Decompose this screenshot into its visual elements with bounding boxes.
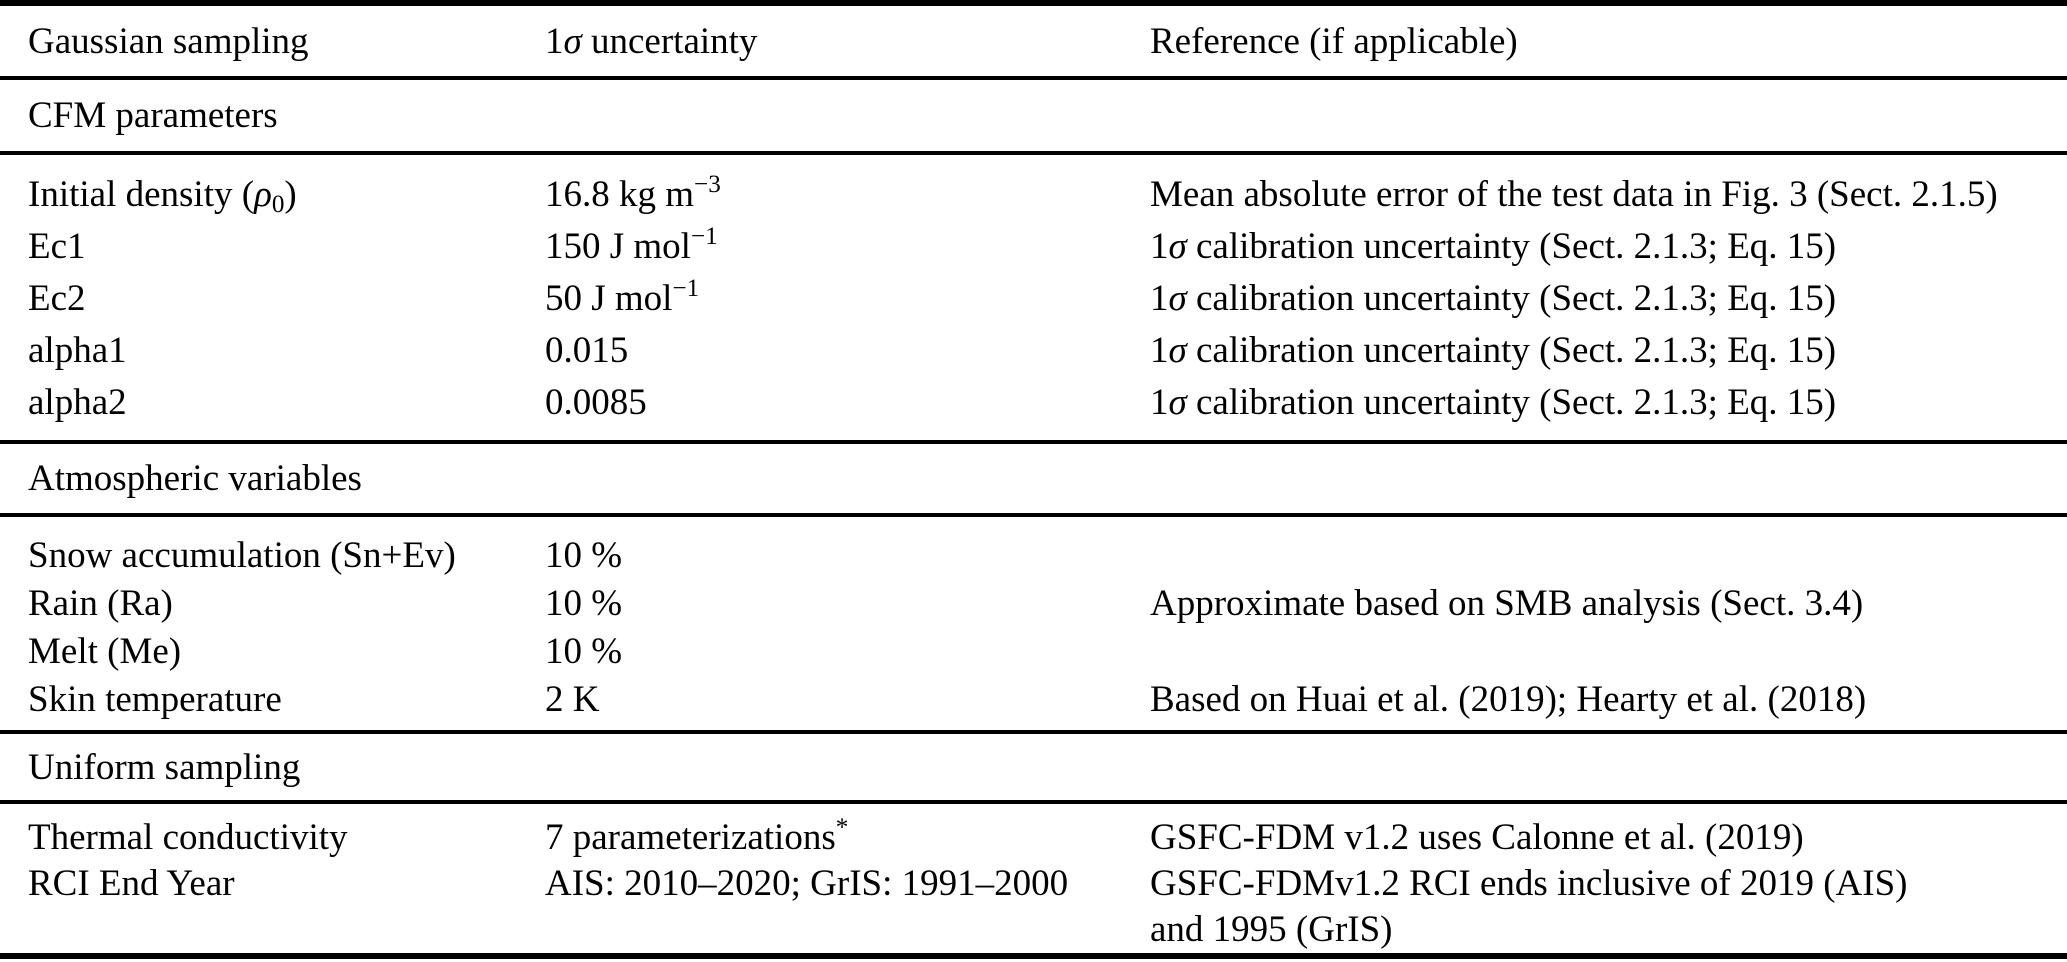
value-cell: 10 %	[545, 631, 623, 672]
header-uncertainty: 1σ uncertainty	[545, 20, 758, 62]
section-title-uniform-sampling: Uniform sampling	[0, 734, 2067, 800]
param-cell: Ec1	[28, 226, 86, 267]
reference-cell: GSFC-FDMv1.2 RCI ends inclusive of 2019 …	[1150, 863, 1908, 950]
row-skin-temperature: Skin temperature 2 K Based on Huai et al…	[0, 676, 2067, 724]
reference-cell: GSFC-FDM v1.2 uses Calonne et al. (2019)	[1150, 817, 1804, 858]
section-title-cfm-parameters: CFM parameters	[0, 80, 2067, 151]
reference-cell: 1σ calibration uncertainty (Sect. 2.1.3;…	[1150, 226, 1837, 267]
reference-cell	[1150, 532, 2057, 580]
row-rci-end-year: RCI End Year AIS: 2010–2020; GrIS: 1991–…	[0, 861, 2067, 953]
horizontal-rule	[0, 151, 2067, 155]
value-cell: AIS: 2010–2020; GrIS: 1991–2000	[545, 863, 1069, 904]
value-cell: 0.015	[545, 330, 629, 371]
row-ec2: Ec2 50 J mol−1 1σ calibration uncertaint…	[0, 273, 2067, 325]
reference-cell	[1150, 628, 2057, 676]
value-cell: 150 J mol−1	[545, 223, 718, 267]
row-rain: Rain (Ra) 10 % Approximate based on SMB …	[0, 580, 2067, 628]
section-title-label: Uniform sampling	[28, 746, 301, 788]
horizontal-rule	[0, 440, 2067, 444]
section-atmospheric-variables-rows: Snow accumulation (Sn+Ev) 10 % Rain (Ra)…	[0, 517, 2067, 730]
value-cell: 2 K	[545, 679, 600, 720]
reference-cell: 1σ calibration uncertainty (Sect. 2.1.3;…	[1150, 382, 1837, 423]
reference-cell: Mean absolute error of the test data in …	[1150, 174, 1998, 215]
horizontal-rule	[0, 76, 2067, 80]
param-cell: Rain (Ra)	[28, 583, 173, 624]
bottom-rule	[0, 953, 2067, 959]
top-rule	[0, 0, 2067, 6]
reference-cell: Based on Huai et al. (2019); Hearty et a…	[1150, 679, 1867, 720]
param-cell: alpha1	[28, 330, 127, 371]
header-gaussian-sampling: Gaussian sampling	[28, 20, 309, 62]
horizontal-rule	[0, 730, 2067, 734]
param-cell: Melt (Me)	[28, 631, 182, 672]
header-reference: Reference (if applicable)	[1150, 20, 1518, 62]
param-cell: alpha2	[28, 382, 127, 423]
reference-cell: 1σ calibration uncertainty (Sect. 2.1.3;…	[1150, 330, 1837, 371]
value-cell: 16.8 kg m−3	[545, 171, 721, 215]
value-cell: 0.0085	[545, 382, 647, 423]
reference-cell: 1σ calibration uncertainty (Sect. 2.1.3;…	[1150, 278, 1837, 319]
section-title-label: CFM parameters	[28, 95, 278, 136]
row-thermal-conductivity: Thermal conductivity 7 parameterizations…	[0, 815, 2067, 861]
value-cell: 10 %	[545, 535, 623, 576]
row-alpha2: alpha2 0.0085 1σ calibration uncertainty…	[0, 377, 2067, 429]
section-title-label: Atmospheric variables	[28, 458, 362, 499]
param-cell: Skin temperature	[28, 679, 282, 720]
param-cell: RCI End Year	[28, 863, 235, 904]
section-title-atmospheric-variables: Atmospheric variables	[0, 444, 2067, 513]
value-cell: 7 parameterizations*	[545, 814, 849, 858]
row-snow-accumulation: Snow accumulation (Sn+Ev) 10 %	[0, 532, 2067, 580]
param-cell: Ec2	[28, 278, 86, 319]
row-alpha1: alpha1 0.015 1σ calibration uncertainty …	[0, 325, 2067, 377]
horizontal-rule	[0, 800, 2067, 804]
table-header-row: Gaussian sampling 1σ uncertainty Referen…	[0, 6, 2067, 76]
horizontal-rule	[0, 513, 2067, 517]
section-cfm-parameters-rows: Initial density (ρ0) 16.8 kg m−3 Mean ab…	[0, 155, 2067, 440]
value-cell: 50 J mol−1	[545, 275, 700, 319]
param-cell: Initial density (ρ0)	[28, 174, 297, 218]
reference-cell: Approximate based on SMB analysis (Sect.…	[1150, 583, 1864, 624]
row-ec1: Ec1 150 J mol−1 1σ calibration uncertain…	[0, 221, 2067, 273]
param-cell: Snow accumulation (Sn+Ev)	[28, 535, 456, 576]
row-melt: Melt (Me) 10 %	[0, 628, 2067, 676]
param-cell: Thermal conductivity	[28, 817, 348, 858]
value-cell: 10 %	[545, 583, 623, 624]
row-initial-density: Initial density (ρ0) 16.8 kg m−3 Mean ab…	[0, 169, 2067, 221]
section-uniform-sampling-rows: Thermal conductivity 7 parameterizations…	[0, 804, 2067, 953]
